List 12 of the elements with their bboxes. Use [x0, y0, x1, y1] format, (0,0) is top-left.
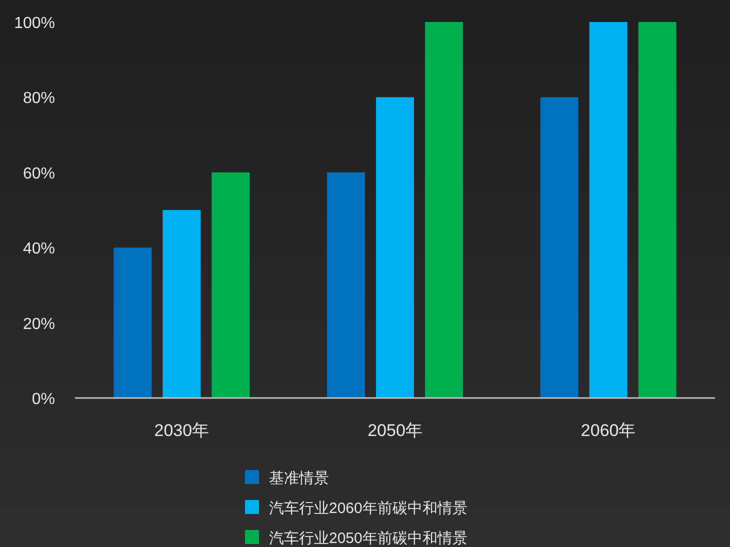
x-tick-label: 2050年 [368, 421, 422, 440]
legend-label: 汽车行业2060年前碳中和情景 [269, 500, 468, 517]
legend-label: 汽车行业2050年前碳中和情景 [269, 530, 468, 547]
legend-label: 基准情景 [269, 470, 329, 487]
y-tick-label: 40% [22, 240, 55, 258]
y-tick-label: 60% [22, 165, 55, 182]
y-tick-label: 80% [22, 90, 55, 108]
y-tick-label: 0% [32, 391, 55, 408]
x-tick-label: 2060年 [580, 421, 636, 440]
y-tick-label: 100% [14, 15, 55, 32]
x-tick-label: 2030年 [154, 421, 210, 440]
y-tick-label: 20% [22, 316, 55, 333]
